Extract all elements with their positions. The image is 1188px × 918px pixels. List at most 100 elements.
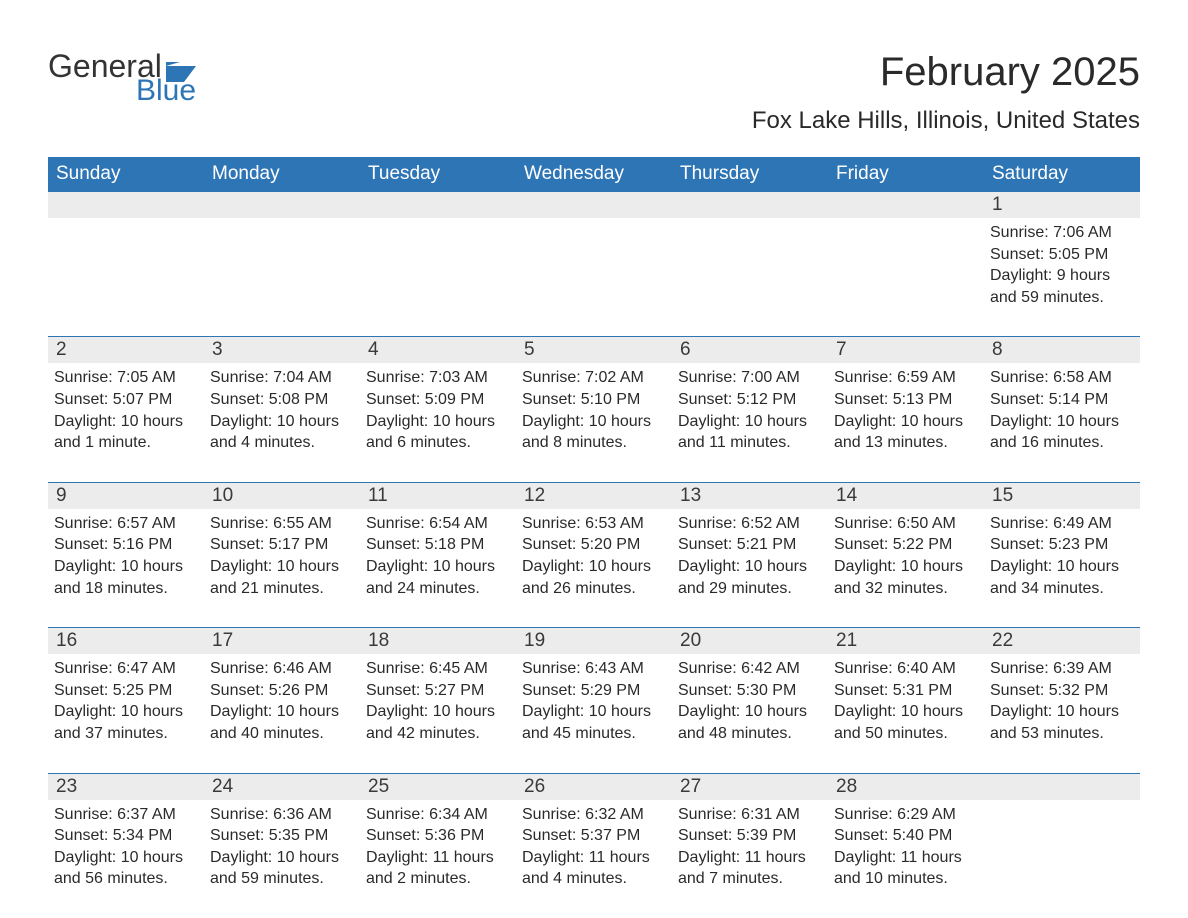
day-details: Sunrise: 7:06 AMSunset: 5:05 PMDaylight:…	[990, 218, 1134, 308]
weekday-header: Saturday	[984, 157, 1140, 191]
day-details: Sunrise: 6:31 AMSunset: 5:39 PMDaylight:…	[678, 800, 822, 890]
day-details: Sunrise: 6:34 AMSunset: 5:36 PMDaylight:…	[366, 800, 510, 890]
daylight-text: Daylight: 11 hours and 10 minutes.	[834, 847, 978, 890]
day-number-cell: 13	[672, 482, 828, 509]
day-details: Sunrise: 6:29 AMSunset: 5:40 PMDaylight:…	[834, 800, 978, 890]
day-content-cell: Sunrise: 6:55 AMSunset: 5:17 PMDaylight:…	[204, 509, 360, 628]
day-number-cell: 21	[828, 628, 984, 655]
day-content-cell: Sunrise: 6:58 AMSunset: 5:14 PMDaylight:…	[984, 363, 1140, 482]
day-content-cell: Sunrise: 7:02 AMSunset: 5:10 PMDaylight:…	[516, 363, 672, 482]
day-number-cell: 20	[672, 628, 828, 655]
day-content-cell: Sunrise: 6:42 AMSunset: 5:30 PMDaylight:…	[672, 654, 828, 773]
day-number-row: 232425262728	[48, 773, 1140, 800]
weekday-header: Friday	[828, 157, 984, 191]
sunrise-text: Sunrise: 7:03 AM	[366, 367, 510, 389]
day-content-cell: Sunrise: 7:03 AMSunset: 5:09 PMDaylight:…	[360, 363, 516, 482]
sunset-text: Sunset: 5:21 PM	[678, 534, 822, 556]
sunset-text: Sunset: 5:10 PM	[522, 389, 666, 411]
sunrise-text: Sunrise: 6:46 AM	[210, 658, 354, 680]
day-content-cell: Sunrise: 6:49 AMSunset: 5:23 PMDaylight:…	[984, 509, 1140, 628]
day-details: Sunrise: 7:03 AMSunset: 5:09 PMDaylight:…	[366, 363, 510, 453]
day-content-cell: Sunrise: 6:45 AMSunset: 5:27 PMDaylight:…	[360, 654, 516, 773]
daylight-text: Daylight: 10 hours and 37 minutes.	[54, 701, 198, 744]
week-content-row: Sunrise: 6:47 AMSunset: 5:25 PMDaylight:…	[48, 654, 1140, 773]
daylight-text: Daylight: 10 hours and 26 minutes.	[522, 556, 666, 599]
day-content-cell: Sunrise: 6:47 AMSunset: 5:25 PMDaylight:…	[48, 654, 204, 773]
day-content-cell: Sunrise: 6:40 AMSunset: 5:31 PMDaylight:…	[828, 654, 984, 773]
day-number-row: 16171819202122	[48, 628, 1140, 655]
day-details: Sunrise: 6:49 AMSunset: 5:23 PMDaylight:…	[990, 509, 1134, 599]
daylight-text: Daylight: 10 hours and 8 minutes.	[522, 411, 666, 454]
day-details: Sunrise: 7:02 AMSunset: 5:10 PMDaylight:…	[522, 363, 666, 453]
sunrise-text: Sunrise: 6:31 AM	[678, 804, 822, 826]
day-details: Sunrise: 6:42 AMSunset: 5:30 PMDaylight:…	[678, 654, 822, 744]
weekday-header: Thursday	[672, 157, 828, 191]
sunset-text: Sunset: 5:23 PM	[990, 534, 1134, 556]
sunrise-text: Sunrise: 6:40 AM	[834, 658, 978, 680]
day-number-cell: 24	[204, 773, 360, 800]
sunrise-text: Sunrise: 6:43 AM	[522, 658, 666, 680]
day-content-cell: Sunrise: 6:52 AMSunset: 5:21 PMDaylight:…	[672, 509, 828, 628]
weekday-header: Sunday	[48, 157, 204, 191]
day-number-cell	[48, 192, 204, 219]
day-number-cell: 10	[204, 482, 360, 509]
sunrise-text: Sunrise: 6:53 AM	[522, 513, 666, 535]
day-details: Sunrise: 6:59 AMSunset: 5:13 PMDaylight:…	[834, 363, 978, 453]
day-number-cell	[204, 192, 360, 219]
sunset-text: Sunset: 5:13 PM	[834, 389, 978, 411]
day-details: Sunrise: 6:54 AMSunset: 5:18 PMDaylight:…	[366, 509, 510, 599]
day-number-cell: 17	[204, 628, 360, 655]
daylight-text: Daylight: 10 hours and 11 minutes.	[678, 411, 822, 454]
day-content-cell: Sunrise: 6:53 AMSunset: 5:20 PMDaylight:…	[516, 509, 672, 628]
sunset-text: Sunset: 5:09 PM	[366, 389, 510, 411]
weekday-header: Wednesday	[516, 157, 672, 191]
sunset-text: Sunset: 5:31 PM	[834, 680, 978, 702]
day-details: Sunrise: 6:45 AMSunset: 5:27 PMDaylight:…	[366, 654, 510, 744]
sunset-text: Sunset: 5:18 PM	[366, 534, 510, 556]
week-content-row: Sunrise: 6:37 AMSunset: 5:34 PMDaylight:…	[48, 800, 1140, 918]
sunset-text: Sunset: 5:07 PM	[54, 389, 198, 411]
daylight-text: Daylight: 10 hours and 16 minutes.	[990, 411, 1134, 454]
daylight-text: Daylight: 10 hours and 21 minutes.	[210, 556, 354, 599]
day-details: Sunrise: 6:40 AMSunset: 5:31 PMDaylight:…	[834, 654, 978, 744]
sunrise-text: Sunrise: 6:47 AM	[54, 658, 198, 680]
day-number-cell: 27	[672, 773, 828, 800]
sunrise-text: Sunrise: 7:00 AM	[678, 367, 822, 389]
daylight-text: Daylight: 10 hours and 32 minutes.	[834, 556, 978, 599]
sunrise-text: Sunrise: 6:54 AM	[366, 513, 510, 535]
sunrise-text: Sunrise: 6:50 AM	[834, 513, 978, 535]
sunset-text: Sunset: 5:08 PM	[210, 389, 354, 411]
day-content-cell	[984, 800, 1140, 918]
day-number-cell: 4	[360, 337, 516, 364]
day-number-row: 9101112131415	[48, 482, 1140, 509]
day-details: Sunrise: 6:46 AMSunset: 5:26 PMDaylight:…	[210, 654, 354, 744]
day-number-cell: 5	[516, 337, 672, 364]
day-number-cell: 14	[828, 482, 984, 509]
sunset-text: Sunset: 5:35 PM	[210, 825, 354, 847]
sunset-text: Sunset: 5:37 PM	[522, 825, 666, 847]
daylight-text: Daylight: 10 hours and 59 minutes.	[210, 847, 354, 890]
day-details: Sunrise: 7:05 AMSunset: 5:07 PMDaylight:…	[54, 363, 198, 453]
day-number-cell: 7	[828, 337, 984, 364]
day-number-cell: 8	[984, 337, 1140, 364]
day-details: Sunrise: 6:39 AMSunset: 5:32 PMDaylight:…	[990, 654, 1134, 744]
daylight-text: Daylight: 10 hours and 4 minutes.	[210, 411, 354, 454]
daylight-text: Daylight: 10 hours and 6 minutes.	[366, 411, 510, 454]
day-details: Sunrise: 6:55 AMSunset: 5:17 PMDaylight:…	[210, 509, 354, 599]
weekday-header: Monday	[204, 157, 360, 191]
logo-text-blue: Blue	[136, 76, 200, 106]
daylight-text: Daylight: 10 hours and 42 minutes.	[366, 701, 510, 744]
day-number-cell: 16	[48, 628, 204, 655]
day-number-row: 1	[48, 192, 1140, 219]
day-content-cell: Sunrise: 7:00 AMSunset: 5:12 PMDaylight:…	[672, 363, 828, 482]
day-number-cell: 2	[48, 337, 204, 364]
daylight-text: Daylight: 10 hours and 45 minutes.	[522, 701, 666, 744]
sunset-text: Sunset: 5:27 PM	[366, 680, 510, 702]
day-number-cell: 12	[516, 482, 672, 509]
day-details: Sunrise: 6:43 AMSunset: 5:29 PMDaylight:…	[522, 654, 666, 744]
day-content-cell: Sunrise: 6:43 AMSunset: 5:29 PMDaylight:…	[516, 654, 672, 773]
day-content-cell: Sunrise: 6:59 AMSunset: 5:13 PMDaylight:…	[828, 363, 984, 482]
sunset-text: Sunset: 5:25 PM	[54, 680, 198, 702]
daylight-text: Daylight: 10 hours and 56 minutes.	[54, 847, 198, 890]
sunrise-text: Sunrise: 7:02 AM	[522, 367, 666, 389]
